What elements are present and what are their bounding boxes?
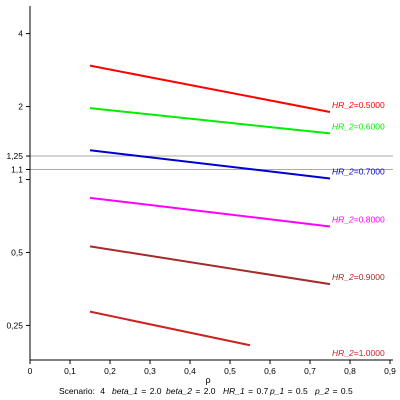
beta2-value: 2.0 [204,386,216,396]
p1-label: p_1 [269,386,284,396]
p2-eq: = [333,386,338,396]
series-line [89,107,331,135]
scenario-line: Scenario: 4 beta_1 = 2.0 beta_2 = 2.0 HR… [59,386,353,396]
y-ticks: 0,25 0,5 11,1 1,25 2 4 [6,29,30,330]
y-tick-label: 1,25 [6,151,23,161]
series-line [89,245,331,286]
beta1-value: 2.0 [150,386,162,396]
y-tick-label: 1 [18,175,23,185]
y-tick-label: 1,1 [11,164,23,174]
y-tick-label: 0,5 [11,247,23,257]
x-tick-label: 0,5 [224,366,236,376]
x-tick-label: 0,2 [104,366,116,376]
p2-value: 0.5 [341,386,353,396]
hr1-eq: = [248,386,253,396]
series-line [89,310,251,347]
series-label: HR_2=1.0000 [332,348,385,358]
p1-value: 0.5 [296,386,308,396]
y-tick-label: 2 [18,102,23,112]
series-label: HR_2=0.5000 [332,100,385,110]
hr1-label: HR_1 [223,386,245,396]
beta2-label: beta_2 [166,386,192,396]
p2-label: p_2 [314,386,329,396]
series-lines: HR_2=0.5000 HR_2=0.6000 HR_2=0.7000 HR_2=0.… [89,64,385,358]
x-ticks: 0 0,1 0,2 0,3 0,4 0,5 0,6 0,7 0,8 0,9 [28,360,396,376]
x-tick-label: 0,9 [384,366,396,376]
beta2-eq: = [195,386,200,396]
reference-lines [30,155,393,170]
x-tick-label: 0,4 [184,366,196,376]
x-tick-label: 0,3 [144,366,156,376]
series-line [89,64,331,113]
x-tick-label: 0,7 [304,366,316,376]
series-label: HR_2=0.9000 [332,272,385,282]
beta1-eq: = [141,386,146,396]
x-tick-label: 0,1 [64,366,76,376]
x-tick-label: 0,6 [264,366,276,376]
series-label: HR_2=0.8000 [332,214,385,224]
y-tick-label: 0,25 [6,320,23,330]
beta1-label: beta_1 [112,386,138,396]
series-label: HR_2=0.6000 [332,121,385,131]
scenario-value: 4 [100,386,105,396]
x-tick-label: 0,8 [344,366,356,376]
scenario-label: Scenario: [59,386,95,396]
series-line [89,196,331,228]
axes [29,6,393,361]
hr1-value: 0.7 [256,386,268,396]
y-tick-label: 4 [18,29,23,39]
p1-eq: = [288,386,293,396]
x-tick-label: 0 [28,366,33,376]
series-line [89,149,331,180]
series-label: HR_2=0.7000 [332,166,385,176]
x-axis-title: ρ [205,375,210,385]
